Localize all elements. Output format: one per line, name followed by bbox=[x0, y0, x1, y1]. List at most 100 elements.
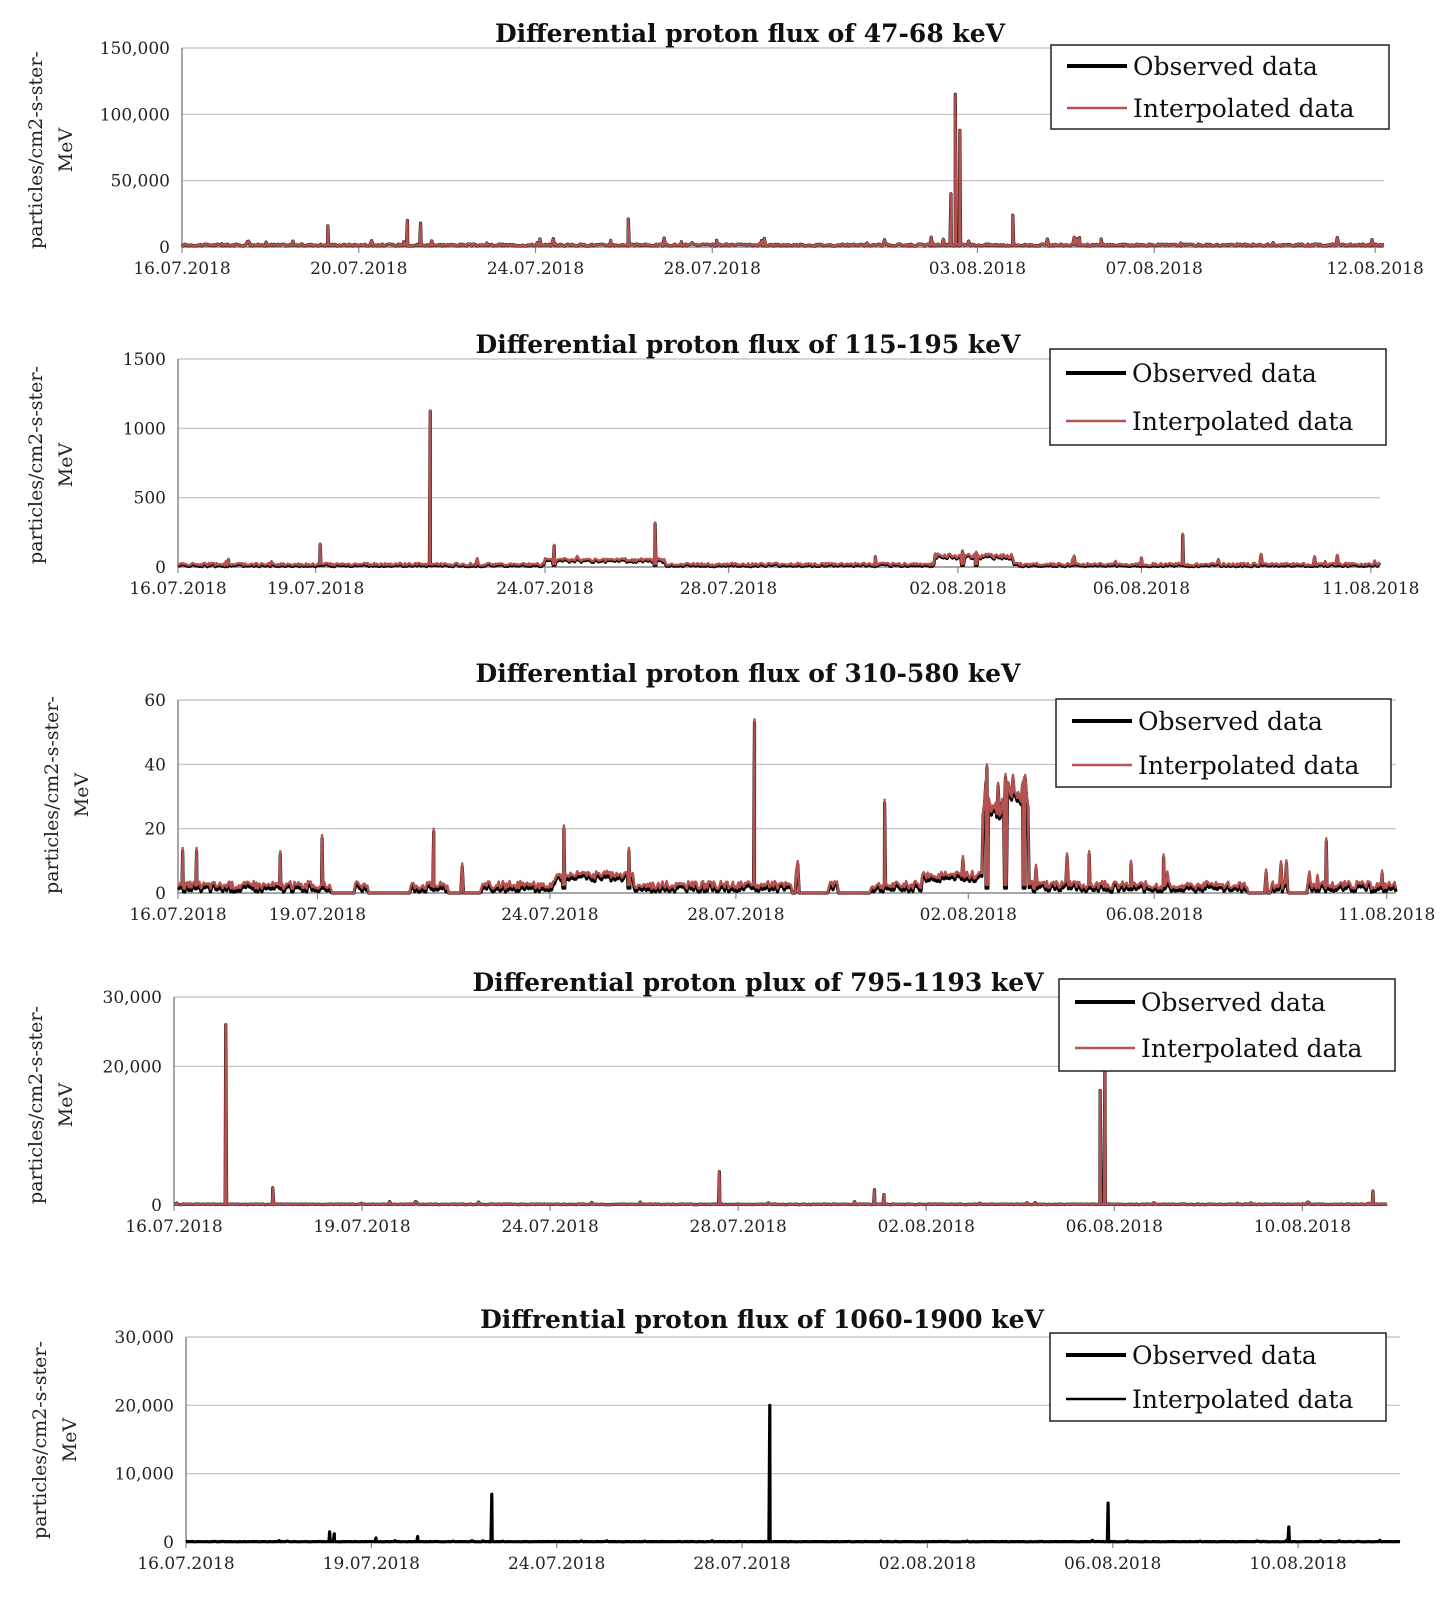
chart-panel-2: Differential proton flux of 115-195 keV … bbox=[0, 310, 1449, 620]
x-tick-label: 24.07.2018 bbox=[501, 905, 598, 925]
legend-box bbox=[1050, 44, 1390, 130]
x-tick-label: 24.07.2018 bbox=[501, 1217, 598, 1237]
x-tick-label: 16.07.2018 bbox=[137, 1554, 234, 1574]
chart-svg-4: Differential proton plux of 795-1193 keV… bbox=[25, 968, 1396, 1237]
x-tick-label: 19.07.2018 bbox=[323, 1554, 420, 1574]
series-interpolated-line bbox=[181, 93, 1385, 248]
legend-label-observed: Observed data bbox=[1132, 1341, 1317, 1370]
legend-box bbox=[1055, 698, 1392, 788]
x-tick-label: 28.07.2018 bbox=[687, 905, 784, 925]
x-tick-label: 19.07.2018 bbox=[267, 579, 364, 599]
legend-label-observed: Observed data bbox=[1138, 707, 1323, 736]
y-axis-label-line: particles/cm2-s-ster- bbox=[29, 1341, 51, 1539]
y-axis-label-line: MeV bbox=[55, 1083, 77, 1128]
x-tick-label: 28.07.2018 bbox=[690, 1217, 787, 1237]
chart-svg-1: Differential proton flux of 47-68 keV 0 5… bbox=[25, 19, 1424, 279]
x-tick-label: 28.07.2018 bbox=[693, 1554, 790, 1574]
chart-title: Differential proton flux of 310-580 keV bbox=[476, 659, 1022, 688]
x-tick-label: 02.08.2018 bbox=[909, 579, 1006, 599]
series-interpolated-line bbox=[177, 409, 1381, 567]
y-tick-label: 20,000 bbox=[115, 1396, 174, 1416]
y-tick-label: 10,000 bbox=[115, 1465, 174, 1485]
y-tick-label: 500 bbox=[134, 489, 166, 509]
y-tick-label: 0 bbox=[155, 884, 166, 904]
x-tick-label: 07.08.2018 bbox=[1106, 259, 1203, 279]
legend-label-interpolated: Interpolated data bbox=[1132, 1385, 1353, 1414]
legend-label-observed: Observed data bbox=[1133, 52, 1318, 81]
y-axis-label-line: MeV bbox=[55, 128, 77, 173]
y-tick-label: 60 bbox=[144, 691, 166, 711]
legend-label-observed: Observed data bbox=[1141, 988, 1326, 1017]
y-tick-label: 1000 bbox=[123, 419, 166, 439]
x-tick-label: 11.08.2018 bbox=[1322, 579, 1419, 599]
series-interpolated-line bbox=[177, 718, 1398, 895]
x-tick-label: 19.07.2018 bbox=[313, 1217, 410, 1237]
x-tick-label: 06.08.2018 bbox=[1066, 1217, 1163, 1237]
legend-label-interpolated: Interpolated data bbox=[1133, 94, 1354, 123]
y-tick-label: 0 bbox=[155, 558, 166, 578]
legend-label-interpolated: Interpolated data bbox=[1141, 1034, 1362, 1063]
x-tick-label: 10.08.2018 bbox=[1254, 1217, 1351, 1237]
y-axis-label-line: MeV bbox=[59, 1418, 81, 1463]
x-tick-label: 16.07.2018 bbox=[129, 905, 226, 925]
x-tick-label: 12.08.2018 bbox=[1326, 259, 1423, 279]
y-tick-label: 50,000 bbox=[111, 172, 170, 192]
y-tick-label: 0 bbox=[163, 1533, 174, 1553]
x-tick-label: 02.08.2018 bbox=[920, 905, 1017, 925]
chart-title: Differential proton flux of 47-68 keV bbox=[495, 19, 1006, 48]
y-axis-label: particles/cm2-s-ster- MeV bbox=[29, 1341, 81, 1539]
y-tick-label: 100,000 bbox=[100, 105, 170, 125]
legend-label-interpolated: Interpolated data bbox=[1138, 751, 1359, 780]
y-axis-label: particles/cm2-s-ster- MeV bbox=[25, 51, 77, 249]
x-tick-label: 28.07.2018 bbox=[664, 259, 761, 279]
legend-box bbox=[1049, 1332, 1387, 1422]
chart-svg-3: Differential proton flux of 310-580 keV … bbox=[41, 659, 1435, 925]
x-tick-label: 02.08.2018 bbox=[879, 1554, 976, 1574]
x-tick-label: 20.07.2018 bbox=[310, 259, 407, 279]
x-tick-label: 16.07.2018 bbox=[125, 1217, 222, 1237]
chart-panel-5: Diffrential proton flux of 1060-1900 keV… bbox=[0, 1285, 1449, 1605]
y-tick-label: 0 bbox=[151, 1196, 162, 1216]
x-tick-label: 24.07.2018 bbox=[487, 259, 584, 279]
chart-panel-1: Differential proton flux of 47-68 keV 0 5… bbox=[0, 0, 1449, 300]
x-tick-label: 06.08.2018 bbox=[1106, 905, 1203, 925]
chart-panel-4: Differential proton plux of 795-1193 keV… bbox=[0, 960, 1449, 1250]
x-tick-label: 24.07.2018 bbox=[508, 1554, 605, 1574]
y-tick-label: 30,000 bbox=[115, 1328, 174, 1348]
y-axis-label-line: MeV bbox=[55, 443, 77, 488]
x-tick-label: 11.08.2018 bbox=[1338, 905, 1435, 925]
chart-title: Differential proton flux of 115-195 keV bbox=[476, 330, 1022, 359]
x-tick-label: 03.08.2018 bbox=[929, 259, 1026, 279]
x-tick-label: 10.08.2018 bbox=[1249, 1554, 1346, 1574]
y-tick-label: 40 bbox=[144, 755, 166, 775]
chart-svg-2: Differential proton flux of 115-195 keV … bbox=[25, 330, 1419, 599]
x-tick-label: 16.07.2018 bbox=[129, 579, 226, 599]
legend-label-observed: Observed data bbox=[1132, 359, 1317, 388]
y-tick-label: 30,000 bbox=[103, 988, 162, 1008]
legend-box bbox=[1049, 348, 1387, 446]
chart-panel-3: Differential proton flux of 310-580 keV … bbox=[0, 645, 1449, 950]
legend-label-interpolated: Interpolated data bbox=[1132, 407, 1353, 436]
y-axis-label-line: particles/cm2-s-ster- bbox=[25, 1006, 47, 1204]
legend-box bbox=[1058, 978, 1396, 1072]
x-tick-label: 06.08.2018 bbox=[1064, 1554, 1161, 1574]
y-tick-label: 150,000 bbox=[100, 39, 170, 59]
x-tick-label: 19.07.2018 bbox=[269, 905, 366, 925]
series-interpolated-line bbox=[173, 1023, 1388, 1206]
x-tick-label: 28.07.2018 bbox=[680, 579, 777, 599]
x-tick-label: 02.08.2018 bbox=[878, 1217, 975, 1237]
series-interpolated-line bbox=[185, 1404, 1401, 1543]
chart-svg-5: Diffrential proton flux of 1060-1900 keV… bbox=[29, 1305, 1401, 1574]
y-tick-label: 20,000 bbox=[103, 1057, 162, 1077]
x-tick-label: 16.07.2018 bbox=[133, 259, 230, 279]
chart-title: Differential proton plux of 795-1193 keV bbox=[472, 968, 1044, 997]
y-tick-label: 0 bbox=[159, 238, 170, 258]
y-axis-label: particles/cm2-s-ster- MeV bbox=[41, 696, 93, 894]
y-axis-label-line: MeV bbox=[71, 773, 93, 818]
y-tick-label: 1500 bbox=[123, 350, 166, 370]
chart-title: Diffrential proton flux of 1060-1900 keV bbox=[480, 1305, 1044, 1334]
y-axis-label-line: particles/cm2-s-ster- bbox=[25, 366, 47, 564]
x-tick-label: 06.08.2018 bbox=[1093, 579, 1190, 599]
y-axis-label: particles/cm2-s-ster- MeV bbox=[25, 366, 77, 564]
y-axis-label-line: particles/cm2-s-ster- bbox=[25, 51, 47, 249]
